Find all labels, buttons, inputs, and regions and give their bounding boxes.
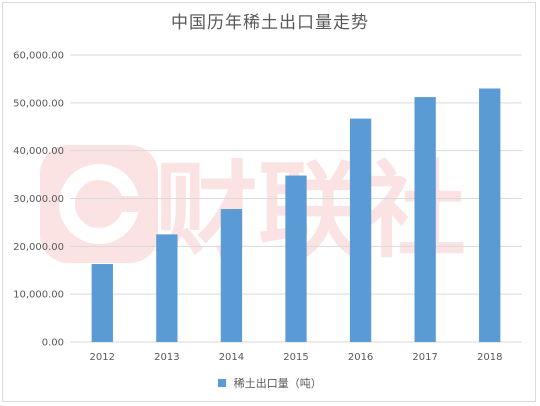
x-tick-label: 2018 (477, 352, 502, 363)
y-tick-label: 30,000.00 (13, 194, 64, 205)
x-tick-label: 2015 (283, 352, 308, 363)
x-tick-label: 2012 (90, 352, 115, 363)
bar-2014 (220, 209, 243, 342)
y-tick-label: 20,000.00 (13, 242, 64, 253)
x-tick-label: 2016 (348, 352, 373, 363)
bar-2015 (285, 175, 307, 342)
y-tick-label: 50,000.00 (13, 98, 64, 109)
y-tick-label: 10,000.00 (13, 290, 64, 301)
legend-swatch (218, 379, 227, 387)
watermark-text: 财联社 (154, 150, 466, 272)
bar-2013 (156, 234, 178, 342)
legend-label: 稀土出口量（吨） (233, 377, 322, 390)
chart-title: 中国历年稀土出口量走势 (171, 13, 369, 33)
y-tick-label: 60,000.00 (13, 51, 64, 62)
bar-2016 (349, 118, 372, 342)
bar-2018 (479, 88, 501, 342)
y-tick-label: 0.00 (42, 338, 64, 349)
y-tick-label: 40,000.00 (13, 146, 64, 157)
chart-legend: 稀土出口量（吨） (0, 375, 540, 391)
x-tick-label: 2014 (219, 352, 244, 363)
bar-2017 (414, 97, 436, 343)
x-tick-label: 2017 (412, 352, 437, 363)
bar-2012 (91, 264, 113, 342)
x-tick-label: 2013 (154, 352, 179, 363)
